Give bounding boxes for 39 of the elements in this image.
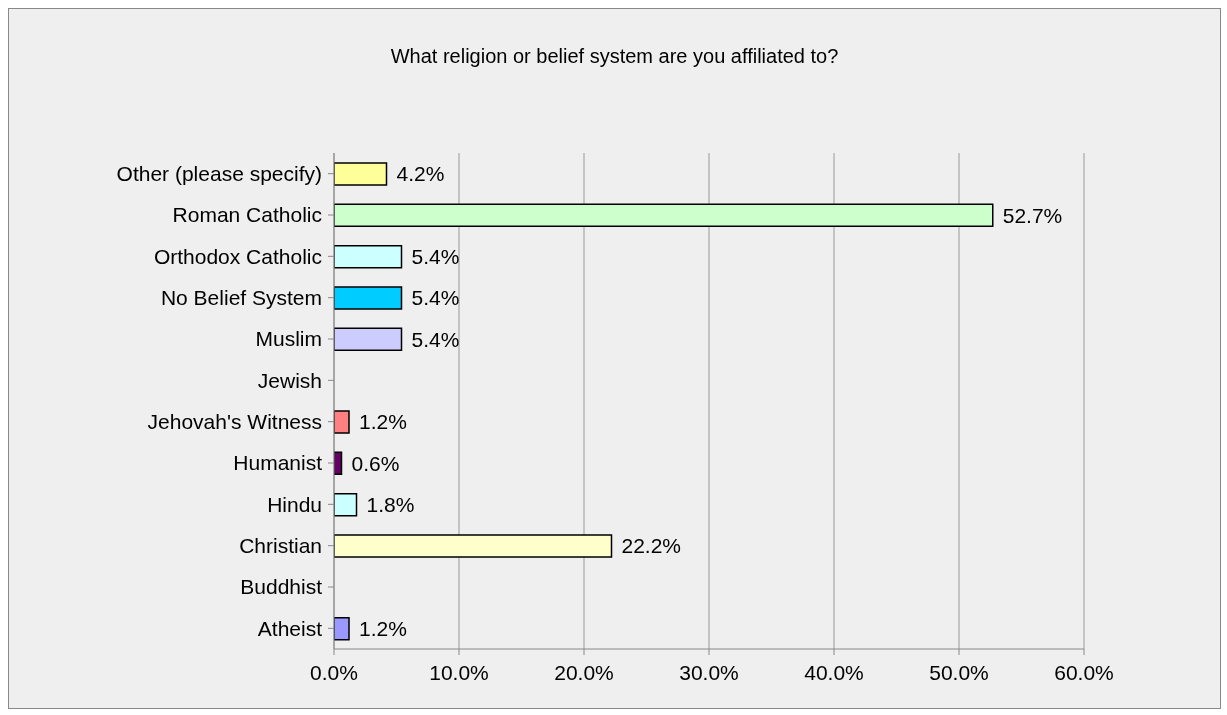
data-label: 5.4% — [411, 245, 460, 269]
x-tick-label: 40.0% — [804, 660, 864, 684]
y-tick-label: Humanist — [233, 451, 323, 475]
y-tick-label: Atheist — [257, 616, 323, 640]
data-label: 4.2% — [396, 162, 445, 186]
x-tick-label: 30.0% — [679, 660, 739, 684]
y-tick-label: Muslim — [255, 327, 322, 351]
y-tick-label: Jewish — [257, 368, 322, 392]
y-tick-label: Hindu — [267, 492, 322, 516]
chart-title: What religion or belief system are you affiliated to? — [389, 45, 840, 68]
data-label: 1.2% — [359, 410, 407, 434]
y-tick-label: Jehovah's Witness — [147, 410, 322, 434]
data-label: 5.4% — [411, 286, 460, 310]
y-tick-label: Other (please specify) — [116, 162, 322, 186]
x-tick-label: 50.0% — [929, 660, 989, 684]
bar — [334, 616, 350, 641]
bar — [334, 534, 613, 558]
bar — [334, 244, 403, 269]
x-tick-label: 20.0% — [554, 660, 614, 684]
data-label: 1.8% — [366, 493, 415, 517]
y-tick-label: Buddhist — [240, 575, 323, 599]
bar — [334, 203, 994, 228]
bar — [334, 286, 403, 310]
data-label: 1.2% — [359, 617, 407, 641]
y-tick-label: Roman Catholic — [172, 203, 322, 227]
bar — [334, 162, 388, 186]
x-tick-label: 10.0% — [429, 660, 489, 684]
x-tick-label: 60.0% — [1054, 660, 1114, 684]
x-tick-label: 0.0% — [310, 660, 358, 684]
y-tick-label: No Belief System — [160, 286, 322, 310]
data-label: 52.7% — [1002, 203, 1063, 227]
bar — [334, 327, 403, 352]
data-label: 5.4% — [411, 327, 460, 351]
data-label: 0.6% — [351, 451, 400, 475]
data-label: 22.2% — [621, 534, 682, 558]
y-tick-label: Christian — [239, 534, 322, 558]
bar — [334, 492, 358, 517]
y-tick-label: Orthodox Catholic — [153, 244, 322, 268]
bar — [334, 410, 350, 434]
